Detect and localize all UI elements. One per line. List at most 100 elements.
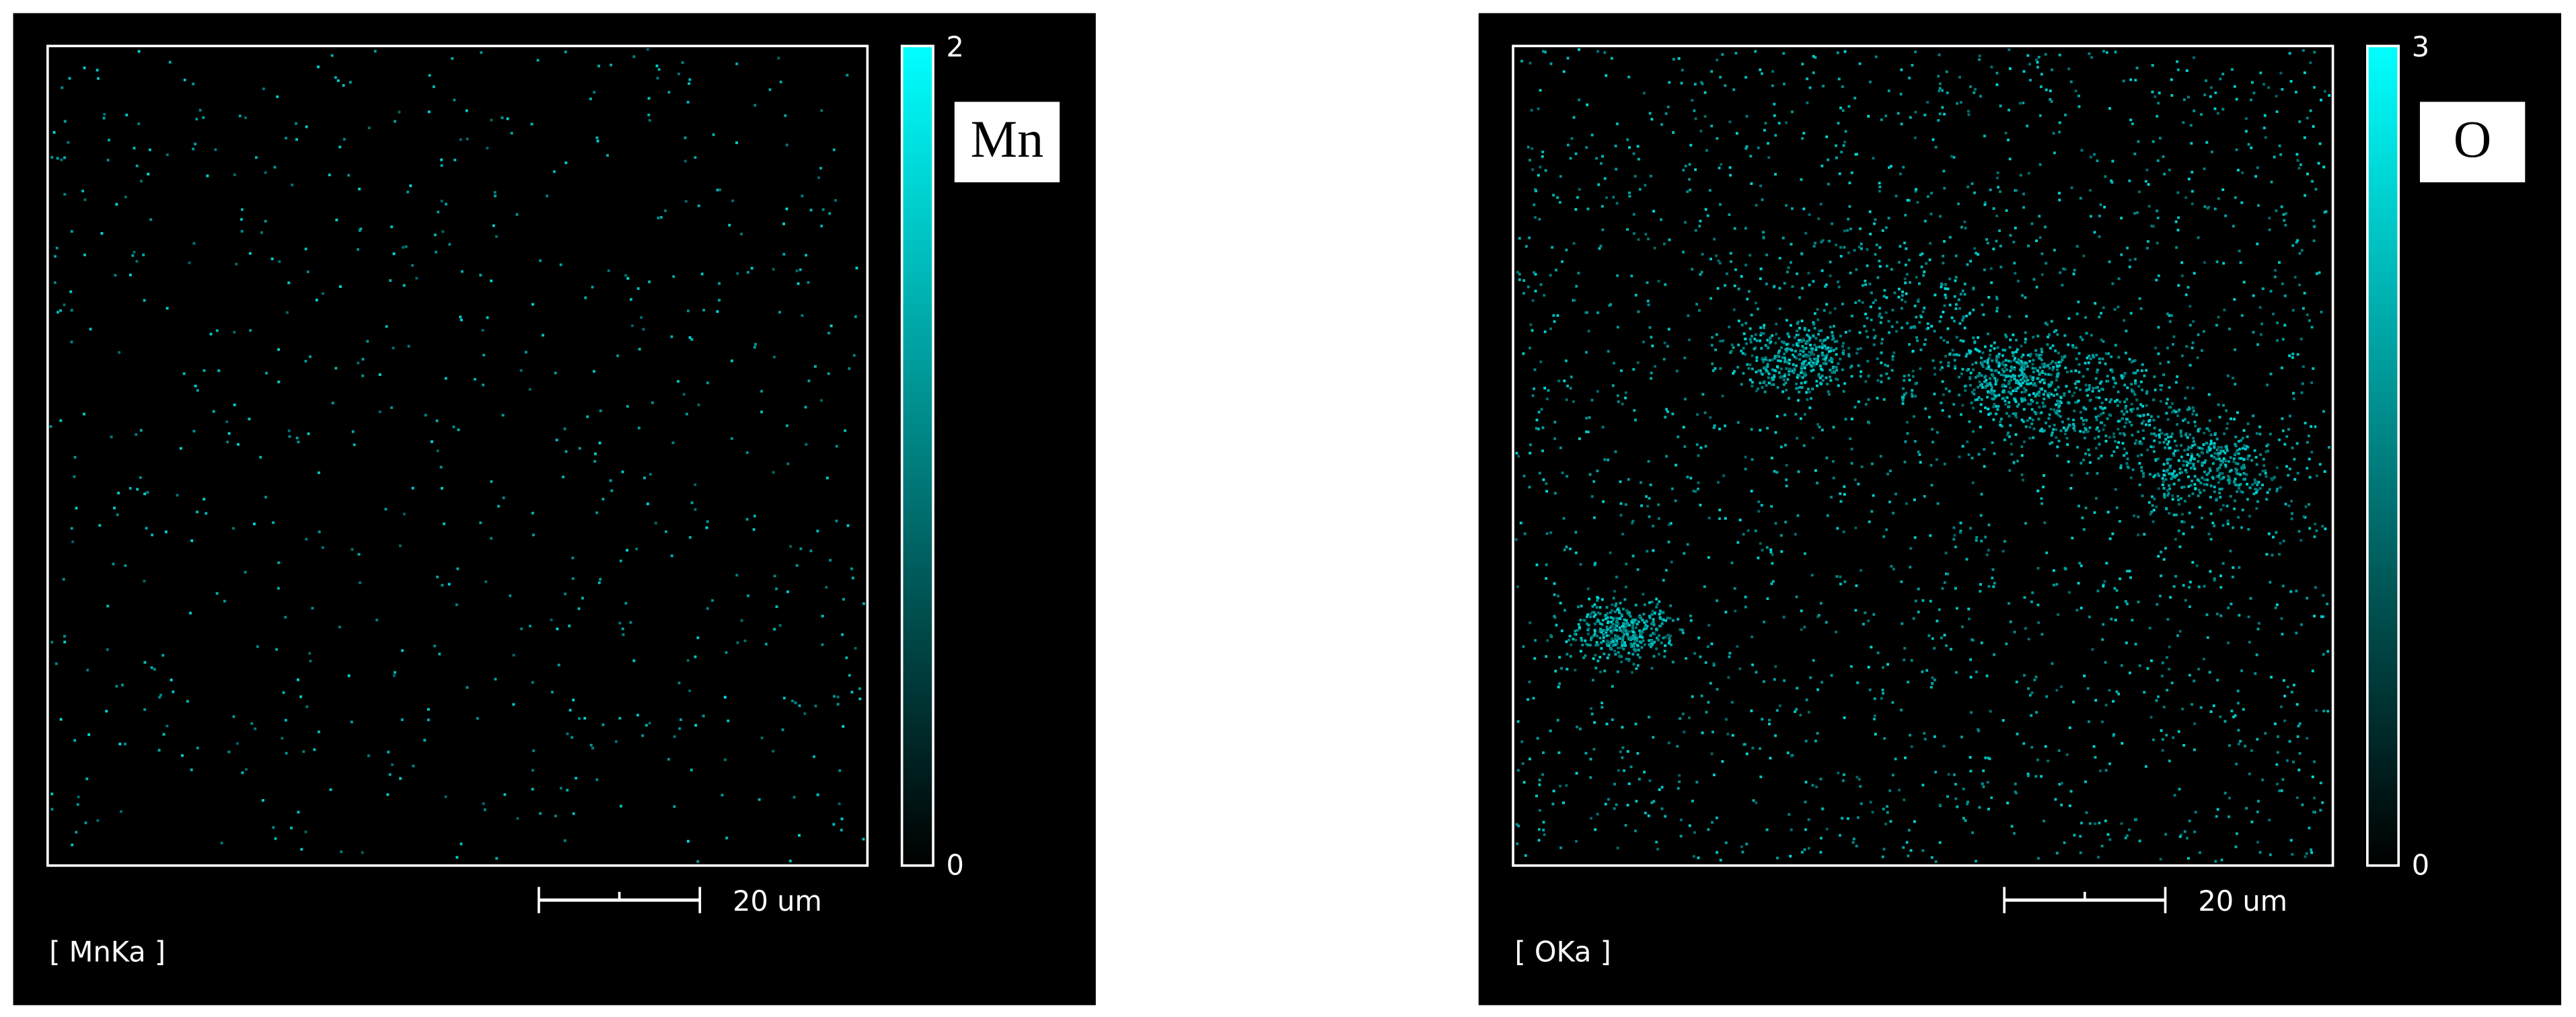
dot xyxy=(2088,461,2092,464)
dot xyxy=(2086,472,2089,475)
dot xyxy=(1930,484,1934,487)
dot xyxy=(1703,115,1707,118)
dot xyxy=(807,379,811,383)
dot xyxy=(1766,426,1769,430)
dot xyxy=(2297,529,2301,533)
dot xyxy=(2037,354,2040,357)
dot xyxy=(2239,473,2242,476)
dot xyxy=(1636,752,1640,755)
dot xyxy=(643,476,646,480)
dot xyxy=(1783,443,1787,447)
dot xyxy=(2153,426,2156,430)
dot xyxy=(2203,470,2207,474)
dot xyxy=(2217,452,2220,455)
dot xyxy=(2073,268,2076,272)
dot xyxy=(2219,463,2223,467)
dot xyxy=(1850,447,1853,451)
dot xyxy=(2108,260,2111,264)
dot xyxy=(2017,403,2020,406)
dot xyxy=(2096,159,2099,163)
dot xyxy=(2084,452,2088,455)
dot xyxy=(1962,817,1965,820)
dot xyxy=(1584,751,1588,755)
dot xyxy=(2163,492,2166,496)
dot xyxy=(1825,354,1828,358)
dot xyxy=(1535,426,1538,430)
dot xyxy=(2313,760,2316,763)
dot xyxy=(1744,455,1747,459)
dot xyxy=(1634,722,1637,726)
dot xyxy=(1989,368,1993,371)
dot xyxy=(1749,340,1753,344)
dot xyxy=(2008,48,2011,51)
dot xyxy=(1586,643,1590,646)
dot xyxy=(1667,540,1670,543)
dot xyxy=(2174,449,2177,453)
dot xyxy=(2045,421,2047,424)
dot xyxy=(459,138,462,141)
dot xyxy=(681,61,684,64)
dot xyxy=(1909,566,1912,569)
dot xyxy=(1549,634,1553,637)
dot xyxy=(1785,463,1788,467)
dot xyxy=(1635,800,1638,803)
dot xyxy=(1646,620,1649,623)
dot xyxy=(1974,348,1977,351)
dot xyxy=(1588,416,1591,419)
dot xyxy=(2009,378,2012,381)
dot xyxy=(2288,354,2291,357)
dot xyxy=(285,137,288,140)
dot xyxy=(1683,730,1686,734)
dot xyxy=(1903,241,1906,245)
dot xyxy=(2153,375,2156,379)
dot xyxy=(2022,478,2024,482)
dot xyxy=(394,671,397,674)
dot xyxy=(2049,98,2052,101)
dot xyxy=(1806,101,1809,104)
dot xyxy=(1533,271,1536,274)
dot xyxy=(1572,241,1576,245)
dot xyxy=(1810,365,1813,368)
dot xyxy=(1816,354,1820,358)
dot xyxy=(1765,383,1768,387)
dot xyxy=(1967,368,1970,371)
dot xyxy=(597,581,601,585)
dot xyxy=(302,750,305,753)
dot xyxy=(1781,356,1784,359)
dot xyxy=(2140,465,2143,469)
dot xyxy=(1979,403,1983,406)
dot xyxy=(2057,402,2061,405)
dot xyxy=(359,581,361,585)
dot xyxy=(1541,449,1544,453)
dot xyxy=(1774,430,1777,434)
dot xyxy=(1990,65,1993,69)
dot xyxy=(2007,375,2010,378)
dot xyxy=(1880,697,1883,700)
dot xyxy=(2192,464,2195,467)
dot xyxy=(723,695,727,699)
dot xyxy=(2232,460,2236,463)
dot xyxy=(373,50,377,53)
dot xyxy=(1908,77,1911,79)
dot xyxy=(503,793,507,796)
dot xyxy=(1553,593,1556,597)
dot xyxy=(1636,361,1640,365)
dot xyxy=(235,262,238,266)
dot xyxy=(1857,246,1861,249)
dot xyxy=(2051,441,2054,444)
dot xyxy=(2191,561,2195,564)
dot xyxy=(2303,136,2306,139)
dot xyxy=(285,751,288,755)
dot xyxy=(1903,379,1906,382)
dot xyxy=(2322,615,2325,618)
dot xyxy=(2114,618,2117,622)
dot xyxy=(1754,50,1757,53)
dot xyxy=(2214,91,2217,94)
dot xyxy=(1839,575,1842,578)
dot xyxy=(1606,656,1609,660)
dot xyxy=(357,248,360,251)
dot xyxy=(2182,459,2185,463)
dot xyxy=(2138,483,2141,486)
dot xyxy=(2097,856,2100,859)
dot xyxy=(1641,630,1644,634)
